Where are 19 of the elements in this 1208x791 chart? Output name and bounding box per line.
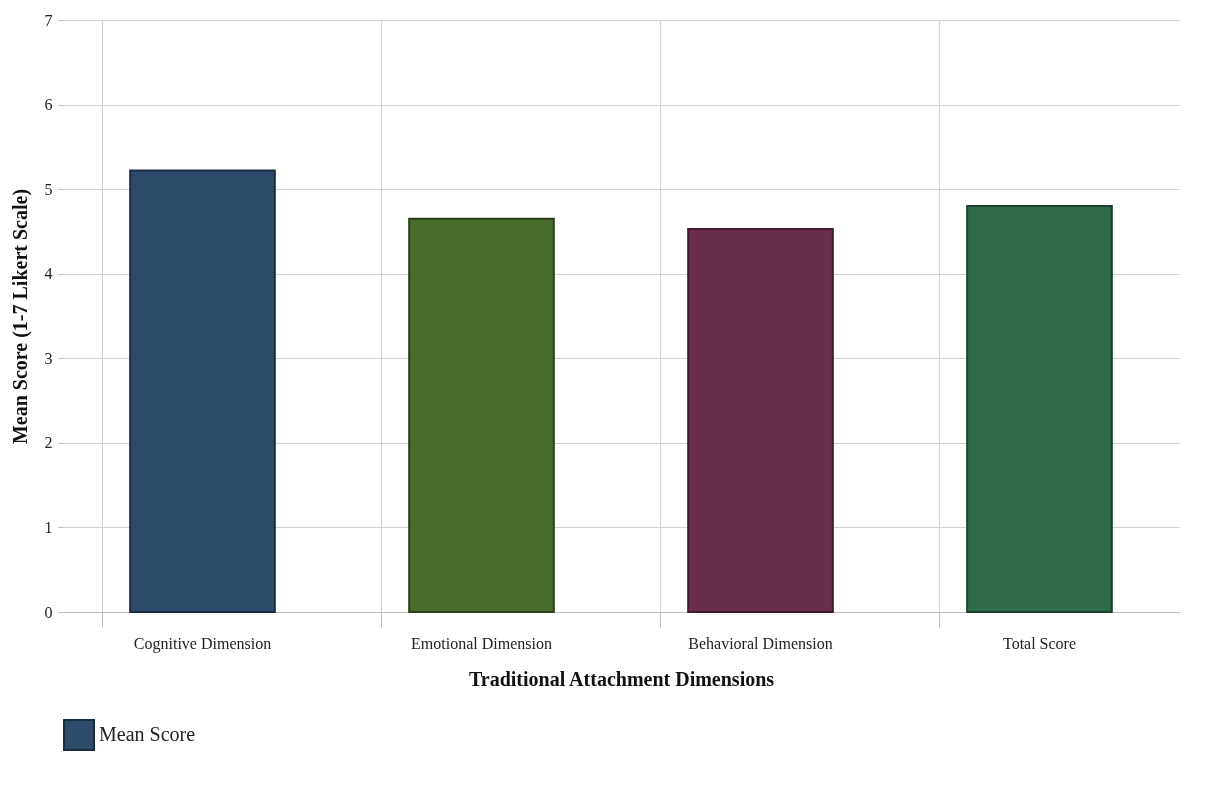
bar <box>408 217 555 613</box>
x-tick-label: Total Score <box>1002 634 1077 652</box>
y-tick-label: 6 <box>44 96 53 114</box>
bar <box>966 205 1113 613</box>
x-tick-label: Cognitive Dimension <box>133 634 272 653</box>
y-tick-label: 2 <box>44 434 53 452</box>
y-axis-title: Mean Score (1-7 Likert Scale) <box>8 188 32 445</box>
x-tick-label: Behavioral Dimension <box>688 634 833 652</box>
bar <box>129 169 276 613</box>
y-tick-label: 7 <box>44 11 53 29</box>
legend-label: Mean Score <box>99 723 196 745</box>
y-tick-label: 5 <box>44 180 53 198</box>
y-tick-label: 0 <box>44 603 53 621</box>
y-tick-label: 1 <box>44 518 53 536</box>
bar <box>687 227 834 613</box>
y-tick-label: 4 <box>44 265 53 283</box>
x-tick-label: Emotional Dimension <box>411 634 552 652</box>
y-tick-label: 3 <box>44 349 53 367</box>
x-axis-title: Traditional Attachment Dimensions <box>468 667 775 690</box>
